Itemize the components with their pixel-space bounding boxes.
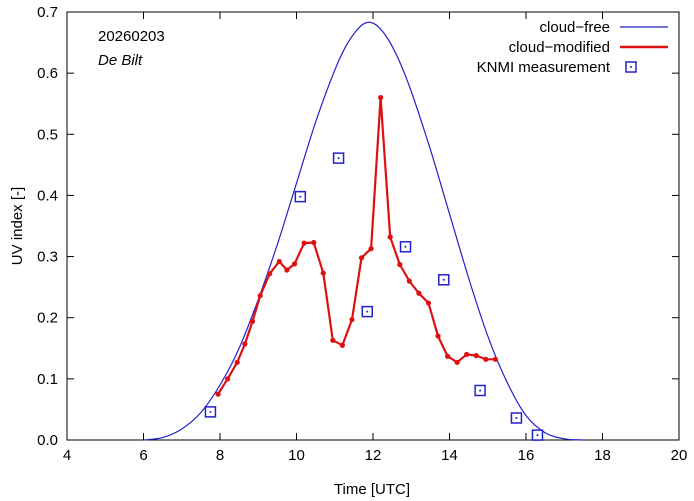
knmi-measurement-center-dot — [366, 310, 369, 313]
cloud-modified-point — [320, 270, 326, 276]
cloud-modified-point — [368, 246, 374, 252]
x-axis-title: Time [UTC] — [334, 481, 410, 498]
cloud-modified-point — [284, 267, 290, 273]
legend-label-cloud-modified: cloud−modified — [509, 39, 610, 56]
x-tick-label: 8 — [216, 447, 224, 464]
cloud-modified-point — [330, 337, 336, 343]
knmi-measurement-center-dot — [337, 157, 340, 160]
cloud-modified-point — [397, 261, 403, 268]
legend-label-knmi-measurement: KNMI measurement — [477, 59, 611, 76]
x-tick-label: 14 — [441, 447, 458, 464]
cloud-free-line — [143, 21, 584, 441]
knmi-measurement-point — [332, 152, 345, 164]
legend-label-cloud-free: cloud−free — [540, 19, 610, 36]
knmi-measurement-center-dot — [442, 278, 445, 281]
y-tick-label: 0.5 — [37, 126, 58, 143]
x-tick-label: 18 — [594, 447, 611, 464]
y-tick-label: 0.1 — [37, 371, 58, 388]
cloud-modified-point — [435, 333, 441, 339]
cloud-modified-point — [358, 255, 365, 261]
cloud-modified-point — [387, 234, 393, 240]
cloud-modified-line — [217, 96, 496, 395]
x-tick-label: 20 — [671, 447, 688, 464]
station-annotation: De Bilt — [98, 52, 143, 69]
x-tick-label: 10 — [288, 447, 305, 464]
cloud-modified-point — [311, 239, 317, 246]
knmi-measurement-point — [510, 412, 523, 424]
x-tick-label: 12 — [365, 447, 382, 464]
cloud-modified-point — [257, 293, 263, 299]
cloud-modified-point — [234, 359, 240, 365]
x-tick-label: 6 — [139, 447, 147, 464]
knmi-measurement-point — [361, 305, 374, 318]
legend-swatch-knmi-dot — [630, 66, 632, 68]
cloud-modified-point — [349, 316, 355, 323]
y-tick-label: 0.4 — [37, 187, 58, 204]
cloud-modified-point — [416, 290, 422, 296]
legend-swatch-knmi-measurement — [625, 61, 637, 73]
y-axis-title: UV index [-] — [9, 187, 26, 265]
cloud-modified-point — [406, 278, 412, 284]
cloud-modified-point — [242, 341, 248, 347]
knmi-measurement-center-dot — [479, 389, 482, 392]
y-tick-label: 0.7 — [37, 4, 58, 21]
cloud-modified-point — [473, 353, 479, 359]
legend: cloud−free cloud−modified KNMI measureme… — [477, 19, 668, 76]
y-tick-label: 0.0 — [37, 432, 58, 449]
knmi-measurement-point — [438, 274, 450, 286]
knmi-measurement-point — [399, 241, 412, 253]
knmi-measurement-center-dot — [404, 245, 407, 248]
cloud-modified-point — [267, 271, 273, 277]
knmi-measurement-center-dot — [299, 195, 302, 198]
cloud-modified-point — [454, 359, 460, 365]
knmi-measurement-point — [204, 406, 217, 418]
cloud-modified-point — [225, 376, 231, 382]
x-tick-label: 16 — [518, 447, 535, 464]
cloud-modified-point — [378, 95, 384, 101]
cloud-modified-point — [291, 261, 298, 267]
cloud-modified-point — [215, 391, 221, 397]
knmi-measurement-point — [474, 384, 486, 397]
y-tick-label: 0.3 — [37, 249, 58, 266]
y-tick-label: 0.2 — [37, 310, 58, 327]
date-annotation: 20260203 — [98, 28, 165, 45]
cloud-modified-point — [276, 258, 282, 265]
y-tick-label: 0.6 — [37, 65, 58, 82]
knmi-measurement-point — [531, 429, 544, 441]
x-tick-label: 4 — [63, 447, 71, 464]
knmi-measurement-center-dot — [536, 434, 539, 437]
cloud-modified-point — [464, 351, 470, 357]
plot-layer: 4 6 8 10 12 14 16 18 20 0.0 0.1 0.2 0.3 0.4 0.5 0.6 0.7 — [37, 4, 687, 464]
knmi-measurement-point — [294, 190, 307, 203]
cloud-modified-point — [483, 356, 489, 362]
cloud-modified-point — [339, 342, 345, 348]
cloud-modified-point — [492, 356, 498, 362]
cloud-modified-point — [301, 240, 307, 246]
knmi-measurement-center-dot — [515, 416, 518, 419]
cloud-modified-point — [425, 300, 432, 306]
knmi-measurement-center-dot — [209, 410, 212, 413]
cloud-modified-point — [444, 353, 451, 359]
cloud-modified-point — [249, 318, 256, 324]
